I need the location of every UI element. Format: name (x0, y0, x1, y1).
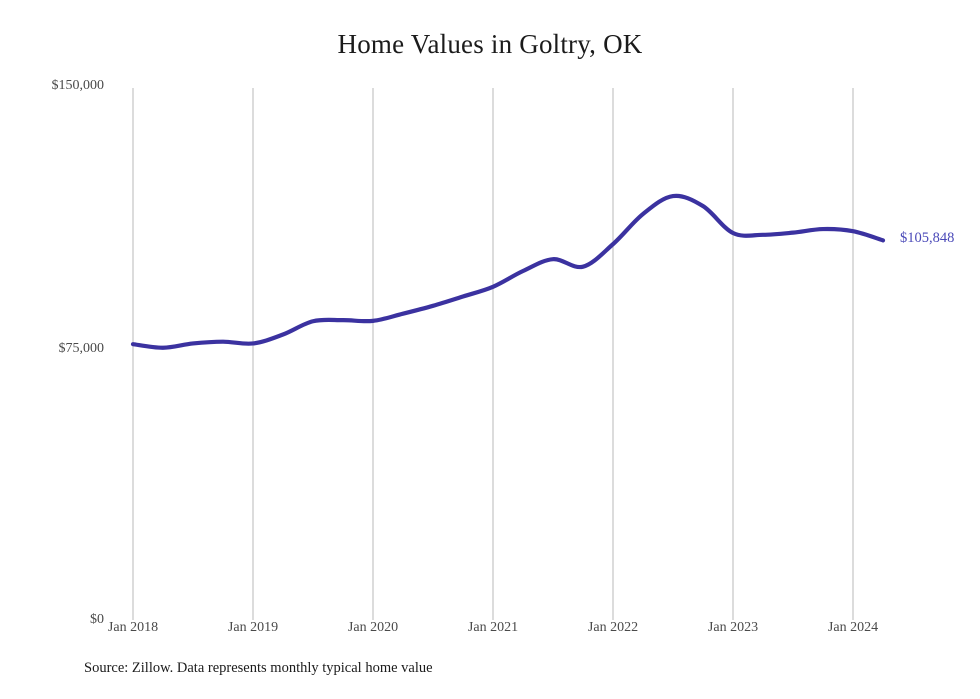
y-axis-tick-150000: $150,000 (51, 78, 105, 93)
gridlines (132, 88, 854, 620)
home-value-line (130, 193, 886, 350)
x-axis-tick-jan-2018: Jan 2018 (107, 620, 159, 635)
end-value-label: $105,848 (900, 230, 955, 247)
x-axis-tick-jan-2022: Jan 2022 (587, 620, 639, 635)
page-title: Home Values in Goltry, OK (337, 29, 643, 59)
x-axis-tick-jan-2021: Jan 2021 (467, 620, 519, 635)
x-axis-tick-jan-2023: Jan 2023 (707, 620, 759, 635)
source-note: Source: Zillow. Data represents monthly … (84, 660, 433, 676)
x-axis-tick-jan-2019: Jan 2019 (227, 620, 279, 635)
y-axis-tick-0: $0 (90, 612, 104, 627)
x-axis-tick-jan-2024: Jan 2024 (827, 620, 879, 635)
x-axis-tick-jan-2020: Jan 2020 (347, 620, 399, 635)
y-axis-tick-75000: $75,000 (58, 341, 105, 356)
